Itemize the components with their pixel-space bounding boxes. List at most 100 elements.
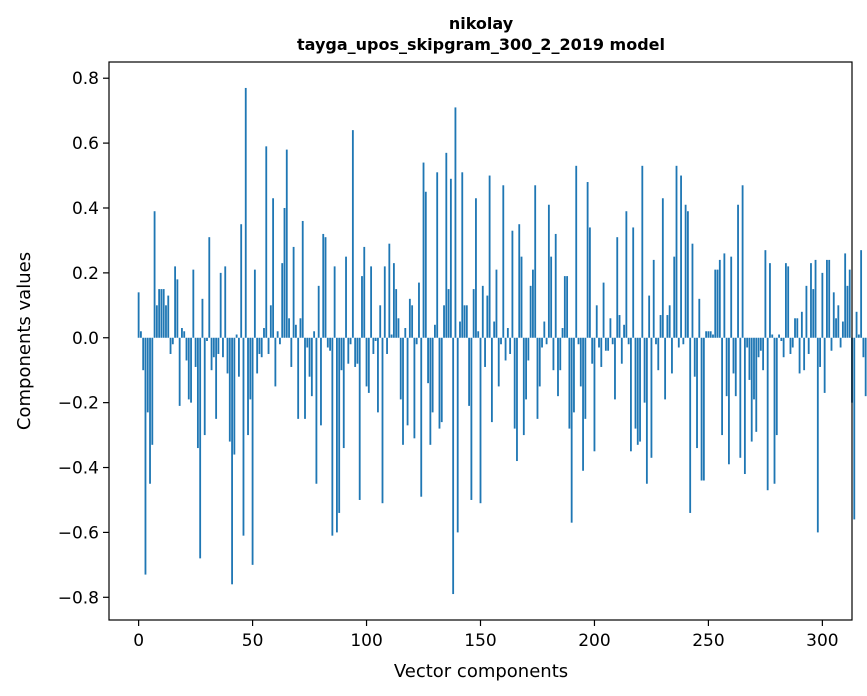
bar-215 <box>627 337 630 345</box>
bar-212 <box>620 337 623 364</box>
bar-67 <box>290 337 293 367</box>
bar-66 <box>288 318 290 338</box>
bar-309 <box>841 321 844 338</box>
bar-289 <box>796 318 799 338</box>
bar-135 <box>445 152 448 338</box>
bar-154 <box>488 175 491 338</box>
bar-197 <box>586 182 589 338</box>
bar-117 <box>404 328 407 338</box>
bar-122 <box>415 337 418 345</box>
bar-267 <box>746 337 749 348</box>
bar-25 <box>194 337 197 367</box>
bar-2 <box>142 337 145 371</box>
bar-196 <box>584 337 587 419</box>
bar-74 <box>306 337 309 348</box>
bar-26 <box>196 337 199 449</box>
bar-73 <box>304 337 306 419</box>
bar-65 <box>285 149 288 338</box>
bar-120 <box>411 305 414 338</box>
bar-70 <box>297 337 300 419</box>
bar-157 <box>495 269 498 338</box>
bar-156 <box>493 321 496 338</box>
bar-5 <box>149 337 151 484</box>
bar-63 <box>281 263 284 338</box>
bar-278 <box>771 334 774 338</box>
bar-108 <box>383 266 386 338</box>
bar-146 <box>470 337 473 500</box>
bar-69 <box>294 324 297 338</box>
bar-172 <box>529 285 532 338</box>
bar-300 <box>821 272 824 338</box>
bar-203 <box>600 337 603 367</box>
bar-55 <box>263 328 265 338</box>
bar-128 <box>429 337 432 445</box>
bar-257 <box>723 253 726 338</box>
bar-276 <box>766 337 769 491</box>
bar-208 <box>611 337 614 345</box>
bar-204 <box>602 282 605 338</box>
bar-133 <box>440 337 443 423</box>
bar-189 <box>568 337 571 429</box>
bar-169 <box>522 337 525 436</box>
bar-251 <box>709 331 712 338</box>
bar-184 <box>557 337 559 397</box>
bar-0 <box>137 292 140 338</box>
bar-239 <box>682 337 685 345</box>
bar-14 <box>169 337 172 354</box>
bar-214 <box>625 211 628 338</box>
bar-114 <box>397 318 400 338</box>
bar-317 <box>860 250 863 338</box>
bar-187 <box>563 276 566 338</box>
bar-218 <box>634 337 637 429</box>
bar-211 <box>618 315 621 338</box>
bar-195 <box>582 337 584 471</box>
bar-162 <box>506 328 509 338</box>
bar-248 <box>702 337 705 481</box>
bar-60 <box>274 337 277 387</box>
bar-62 <box>279 337 281 345</box>
y-tick-label: 0.8 <box>72 69 99 89</box>
bar-109 <box>386 337 388 354</box>
bar-179 <box>545 337 548 345</box>
bar-152 <box>484 337 486 367</box>
y-tick-label: 0.6 <box>72 134 99 154</box>
bar-247 <box>700 337 703 481</box>
bar-147 <box>472 289 475 338</box>
bar-151 <box>481 285 484 338</box>
bar-273 <box>759 337 762 351</box>
bar-149 <box>477 331 480 338</box>
bar-126 <box>424 191 427 338</box>
bar-315 <box>855 311 858 338</box>
bar-89 <box>340 337 343 371</box>
bar-264 <box>739 337 742 458</box>
bar-256 <box>721 337 724 436</box>
bar-202 <box>598 337 600 348</box>
bar-158 <box>497 337 500 387</box>
bar-213 <box>623 324 625 338</box>
bar-78 <box>315 337 318 484</box>
bar-246 <box>698 298 701 338</box>
x-tick-label: 300 <box>806 631 838 651</box>
bar-284 <box>784 263 787 338</box>
bar-308 <box>839 337 842 348</box>
bar-252 <box>712 334 714 338</box>
bar-177 <box>541 337 543 348</box>
bar-37 <box>222 337 224 358</box>
bar-123 <box>418 282 420 338</box>
y-tick-label: −0.4 <box>58 459 99 479</box>
bar-275 <box>764 250 767 338</box>
bar-225 <box>650 337 653 458</box>
bar-107 <box>381 337 384 504</box>
bar-245 <box>696 337 698 449</box>
bar-54 <box>260 337 263 358</box>
y-tick-label: 0.4 <box>72 199 99 219</box>
bar-132 <box>438 337 441 429</box>
x-tick-label: 200 <box>578 631 610 651</box>
bar-168 <box>520 256 523 338</box>
bar-234 <box>671 337 673 374</box>
bar-219 <box>636 337 639 445</box>
bar-288 <box>794 318 796 338</box>
bar-85 <box>331 337 334 536</box>
bar-167 <box>518 224 521 338</box>
y-tick-label: −0.6 <box>58 523 99 543</box>
